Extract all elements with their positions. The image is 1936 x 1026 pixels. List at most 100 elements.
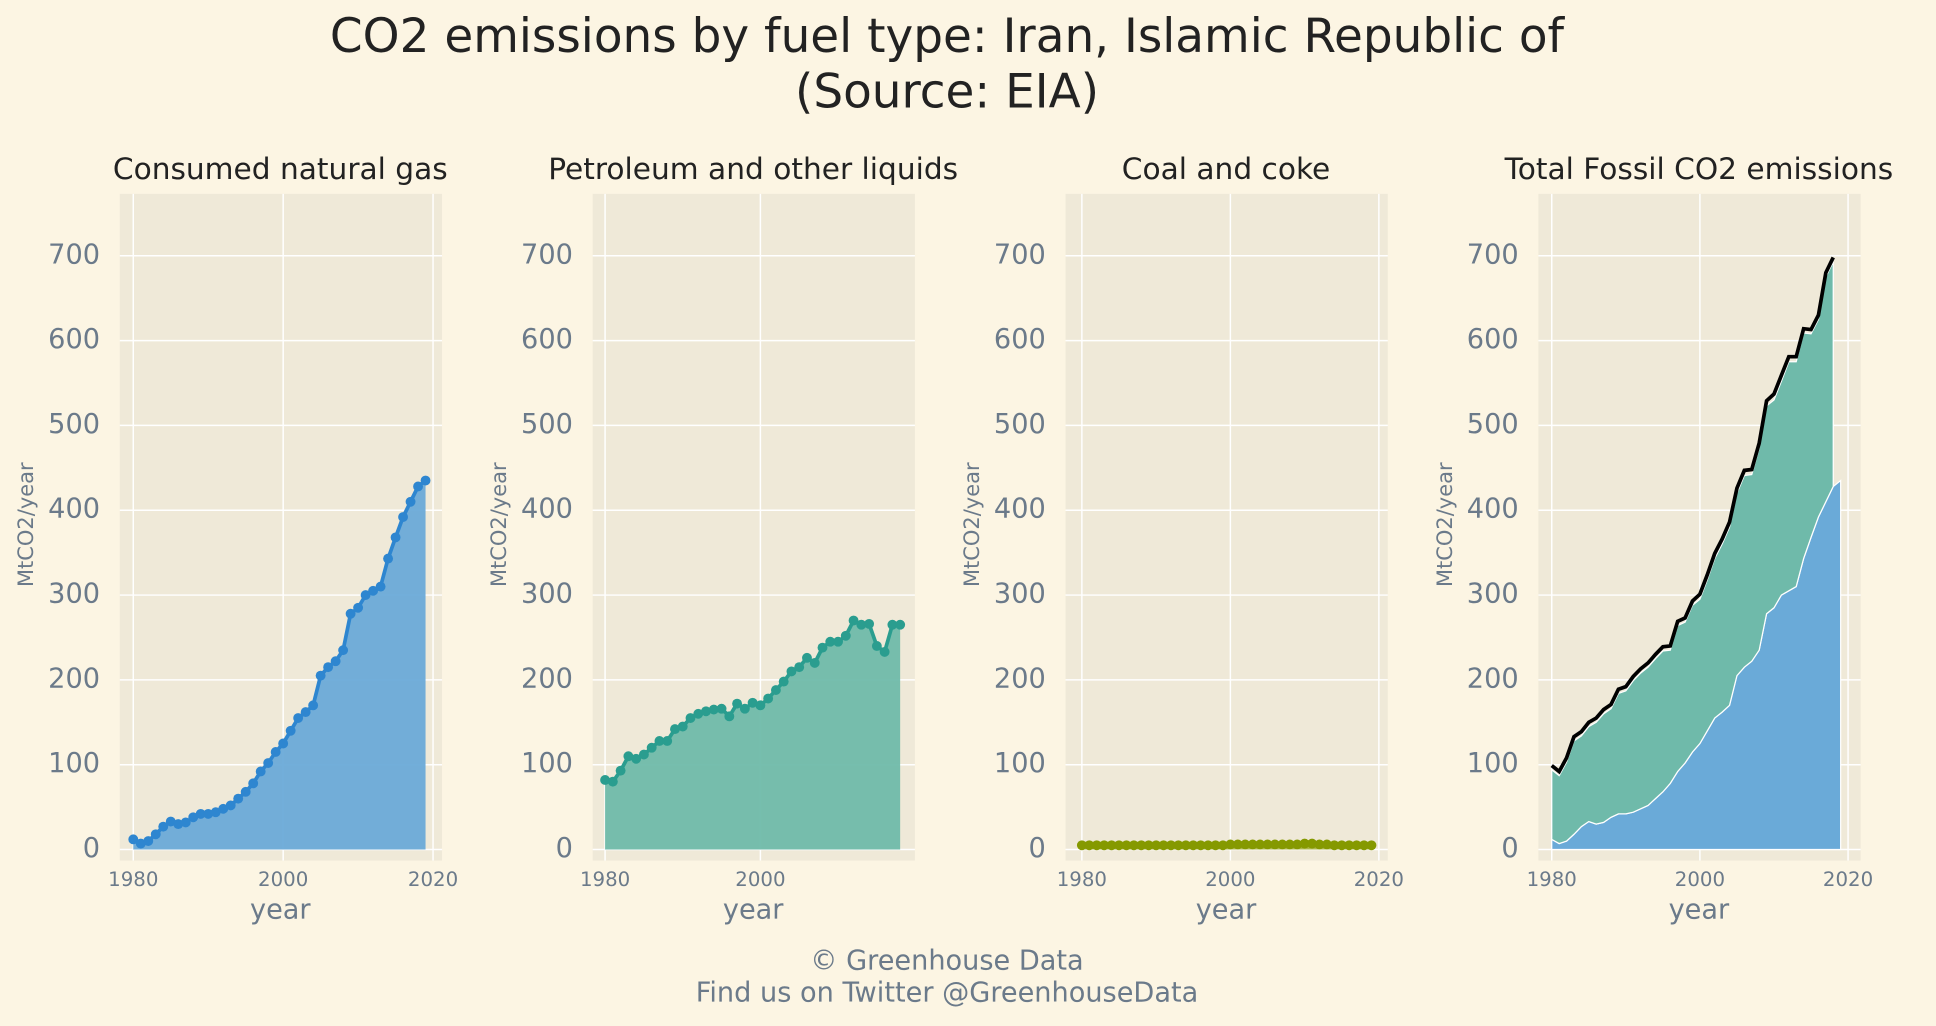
marker <box>1188 840 1199 851</box>
marker <box>848 615 859 626</box>
marker <box>833 636 843 647</box>
y-tick-label: 500 <box>48 409 100 440</box>
marker <box>802 652 812 663</box>
y-axis-label: MtCO2/year <box>1433 462 1457 587</box>
marker <box>278 738 289 749</box>
x-tick-label: 1980 <box>580 868 630 891</box>
panel-title: Coal and coke <box>1122 151 1331 186</box>
marker <box>240 786 251 797</box>
marker <box>638 749 649 760</box>
marker <box>158 821 169 832</box>
marker <box>724 711 735 722</box>
marker <box>770 685 781 695</box>
marker <box>143 836 154 846</box>
marker <box>135 838 146 849</box>
marker <box>708 704 719 715</box>
marker <box>786 666 797 677</box>
marker <box>188 812 199 823</box>
y-tick-label: 600 <box>994 324 1046 355</box>
y-tick-label: 500 <box>1467 409 1519 440</box>
marker <box>353 602 364 613</box>
marker <box>1366 840 1377 851</box>
marker <box>693 708 704 719</box>
y-axis-label: MtCO2/year <box>487 462 511 587</box>
marker <box>1284 839 1295 850</box>
marker <box>1225 839 1236 850</box>
marker <box>383 553 394 564</box>
y-tick-label: 100 <box>521 748 573 779</box>
marker <box>308 700 319 711</box>
marker <box>755 700 766 711</box>
marker <box>263 758 274 768</box>
marker <box>1218 840 1228 851</box>
y-tick-label: 100 <box>48 748 100 779</box>
marker <box>1106 840 1117 851</box>
marker <box>150 829 161 840</box>
y-tick-label: 300 <box>521 579 573 610</box>
marker <box>732 698 743 709</box>
marker <box>1351 840 1362 851</box>
marker <box>368 585 379 596</box>
marker <box>716 703 727 714</box>
marker <box>1121 840 1132 851</box>
marker <box>747 697 758 708</box>
marker <box>1240 839 1251 850</box>
marker <box>809 657 820 668</box>
y-tick-label: 100 <box>1467 748 1519 779</box>
x-tick-label: 2000 <box>1675 868 1725 891</box>
y-tick-label: 500 <box>521 409 573 440</box>
marker <box>1247 839 1258 850</box>
y-tick-label: 600 <box>521 324 573 355</box>
y-tick-label: 200 <box>994 663 1046 694</box>
marker <box>856 619 867 630</box>
marker <box>195 808 206 819</box>
marker <box>871 641 882 651</box>
y-tick-label: 700 <box>521 239 573 270</box>
marker <box>180 817 191 828</box>
marker <box>1143 840 1154 851</box>
marker <box>405 496 416 507</box>
marker <box>607 776 618 787</box>
marker <box>293 713 304 723</box>
marker <box>173 819 184 830</box>
marker <box>1359 840 1369 851</box>
marker <box>879 646 890 657</box>
marker <box>1203 840 1214 851</box>
marker <box>165 816 176 827</box>
marker <box>646 742 657 753</box>
marker <box>315 670 326 681</box>
area <box>605 620 901 850</box>
marker <box>1344 840 1355 851</box>
y-axis-label: MtCO2/year <box>14 462 38 587</box>
footer: Find us on Twitter @GreenhouseData <box>696 977 1199 1008</box>
marker <box>1076 840 1087 851</box>
marker <box>345 608 356 619</box>
marker <box>1158 840 1169 851</box>
y-tick-label: 700 <box>1467 239 1519 270</box>
marker <box>1180 840 1191 851</box>
marker <box>1336 840 1347 851</box>
marker <box>654 736 665 746</box>
x-axis-label: year <box>1196 895 1257 926</box>
y-tick-label: 400 <box>994 494 1046 525</box>
marker <box>323 662 334 673</box>
total-line <box>1550 256 1835 775</box>
x-tick-label: 1980 <box>1057 868 1107 891</box>
marker <box>1151 840 1162 851</box>
marker <box>210 807 221 818</box>
marker <box>1173 840 1184 851</box>
marker <box>225 800 236 811</box>
marker <box>615 765 626 776</box>
marker <box>685 713 696 723</box>
y-tick-label: 400 <box>1467 494 1519 525</box>
marker <box>1314 839 1325 850</box>
y-tick-label: 300 <box>1467 579 1519 610</box>
marker <box>1166 840 1176 851</box>
panel-title: Petroleum and other liquids <box>548 151 958 186</box>
marker <box>270 747 281 757</box>
panel-title: Total Fossil CO2 emissions <box>1504 151 1893 186</box>
plot-background <box>1065 193 1388 861</box>
y-tick-label: 300 <box>994 579 1046 610</box>
marker <box>248 778 259 789</box>
